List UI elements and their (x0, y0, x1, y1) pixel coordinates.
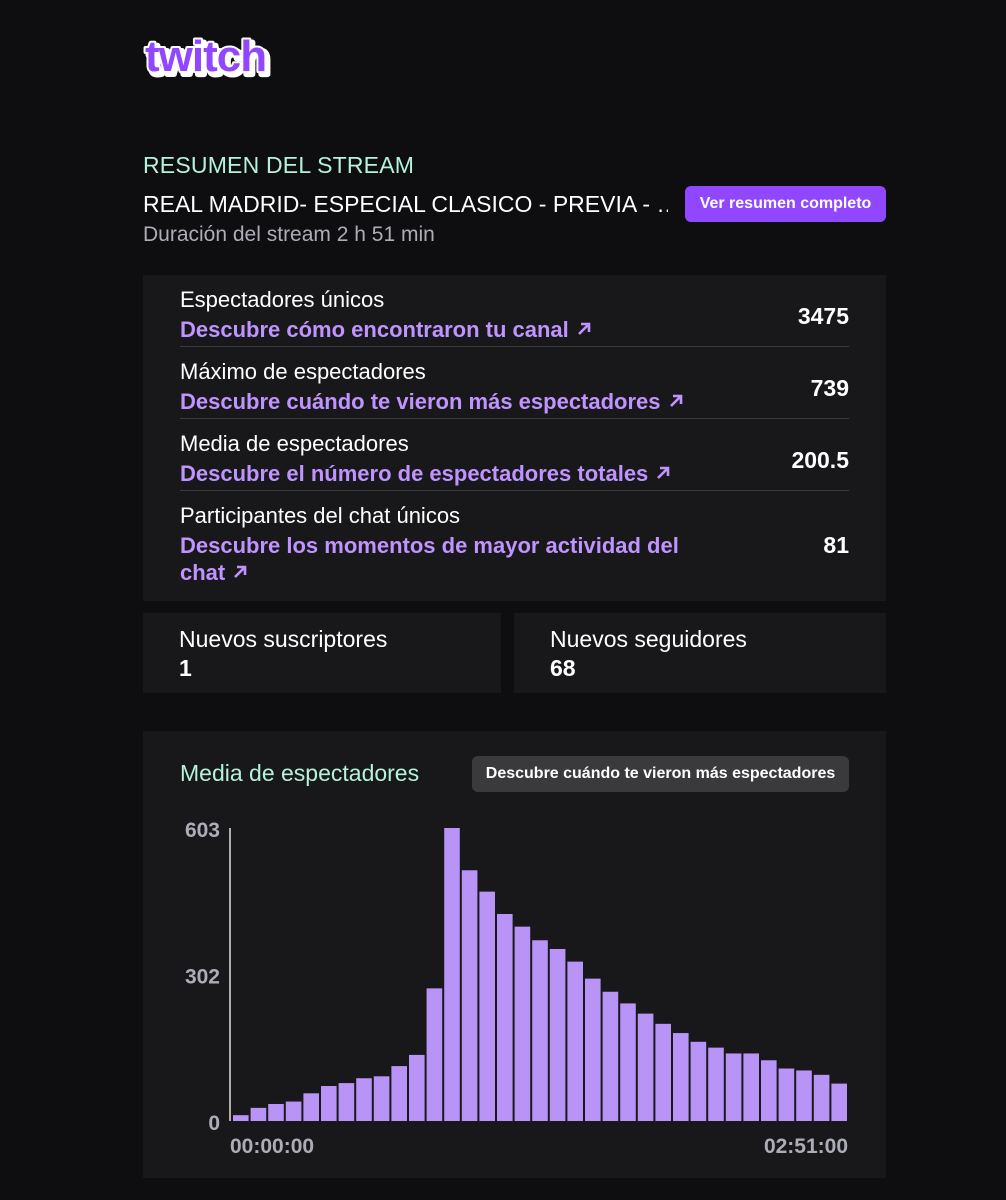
stat-row-unique-viewers: Espectadores únicos Descubre cómo encont… (180, 285, 849, 347)
chart-bar (532, 940, 548, 1121)
stat-label: Media de espectadores (180, 431, 409, 456)
stat-link-text: Descubre el número de espectadores total… (180, 461, 649, 486)
average-viewers-chart-card: Media de espectadores Descubre cuándo te… (143, 731, 886, 1178)
view-full-summary-button[interactable]: Ver resumen completo (685, 186, 886, 222)
chart-bar (391, 1066, 407, 1121)
stats-card: Espectadores únicos Descubre cómo encont… (143, 275, 886, 601)
chart-bar (778, 1068, 795, 1121)
chart-bar (338, 1083, 355, 1121)
stream-title: REAL MADRID- ESPECIAL CLASICO - PREVIA -… (143, 191, 668, 217)
stat-link-total-viewers[interactable]: Descubre el número de espectadores total… (180, 460, 672, 487)
chart-bar (268, 1103, 284, 1121)
new-followers-value: 68 (550, 655, 576, 681)
chart-bar (461, 870, 478, 1121)
new-followers-label: Nuevos seguidores (550, 626, 747, 652)
new-subscribers-label: Nuevos suscriptores (179, 626, 388, 652)
chart-bar (585, 978, 601, 1121)
stat-link-text: Descubre cuándo te vieron más espectador… (180, 389, 661, 414)
divider (180, 346, 849, 347)
stat-value: 739 (810, 375, 849, 401)
chart-bar (620, 1003, 636, 1121)
external-arrow-icon (577, 322, 591, 335)
chart-bar (637, 1013, 654, 1121)
average-viewers-chart: 0 302 603 00:00:00 02:51:00 (185, 819, 848, 1158)
external-arrow-icon (234, 565, 247, 578)
external-arrow-icon (669, 394, 682, 407)
chart-bar (725, 1053, 742, 1121)
divider (180, 490, 849, 491)
chart-title: Media de espectadores (180, 760, 420, 786)
chart-bar (444, 828, 460, 1121)
x-tick-label: 02:51:00 (764, 1135, 848, 1158)
chart-bar (356, 1078, 372, 1121)
stat-value: 200.5 (791, 447, 849, 473)
svg-text:twitch: twitch (148, 35, 269, 84)
chart-bar (690, 1041, 707, 1121)
stat-value: 81 (823, 532, 849, 558)
chart-bar (426, 988, 443, 1121)
y-tick-label: 603 (185, 819, 220, 842)
chart-bar (285, 1101, 302, 1121)
stream-duration: Duración del stream 2 h 51 min (143, 223, 435, 246)
chart-bar (479, 891, 495, 1121)
svg-text:twitch: twitch (145, 34, 266, 81)
external-arrow-icon (657, 466, 670, 479)
y-tick-label: 302 (185, 965, 220, 988)
summary-label: RESUMEN DEL STREAM (143, 152, 415, 178)
stat-label: Máximo de espectadores (180, 359, 426, 384)
stat-link-text: Descubre cómo encontraron tu canal (180, 317, 569, 342)
chart-bar (303, 1093, 319, 1121)
divider (180, 418, 849, 419)
chart-bar (373, 1076, 390, 1121)
stat-row-peak-viewers: Máximo de espectadores Descubre cuándo t… (180, 357, 849, 419)
chart-bar (321, 1086, 337, 1121)
stat-value: 3475 (797, 303, 849, 329)
chart-bar (813, 1074, 830, 1121)
chart-bar (567, 961, 583, 1121)
stat-link-peak-viewers[interactable]: Descubre cuándo te vieron más espectador… (180, 388, 685, 415)
chart-bar (549, 948, 566, 1121)
chart-bar (409, 1054, 425, 1121)
chart-bar (514, 926, 531, 1121)
y-tick-label: 0 (208, 1112, 220, 1135)
twitch-logo: twitch twitch (143, 34, 273, 87)
stat-label: Espectadores únicos (180, 287, 385, 312)
stat-link-text: Descubre los momentos de mayor actividad… (180, 533, 679, 558)
chart-bar (497, 914, 513, 1121)
chart-bar (602, 991, 619, 1121)
stat-link-text: chat (180, 560, 226, 585)
new-followers-card: Nuevos seguidores 68 (514, 613, 886, 693)
stat-label: Participantes del chat únicos (180, 503, 461, 528)
stat-link-chat-activity[interactable]: Descubre los momentos de mayor actividad… (180, 532, 700, 586)
new-subscribers-value: 1 (179, 655, 192, 681)
chart-bar (743, 1053, 759, 1121)
stat-link-discover-channel[interactable]: Descubre cómo encontraron tu canal (180, 316, 593, 343)
chart-bar (796, 1070, 812, 1121)
chart-bar (250, 1107, 267, 1121)
new-subscribers-card: Nuevos suscriptores 1 (143, 613, 501, 693)
chart-bar (655, 1023, 671, 1121)
twitch-wordmark: twitch twitch (143, 34, 273, 87)
chart-bar (233, 1115, 249, 1121)
chart-bar (708, 1047, 724, 1121)
discover-peak-viewers-button[interactable]: Descubre cuándo te vieron más espectador… (472, 756, 849, 792)
chart-bar (831, 1083, 847, 1121)
x-tick-label: 00:00:00 (230, 1135, 314, 1158)
stat-row-chat-participants: Participantes del chat únicos Descubre l… (180, 501, 849, 591)
stat-row-average-viewers: Media de espectadores Descubre el número… (180, 429, 849, 491)
chart-bar (673, 1033, 689, 1121)
chart-bar (761, 1060, 777, 1121)
